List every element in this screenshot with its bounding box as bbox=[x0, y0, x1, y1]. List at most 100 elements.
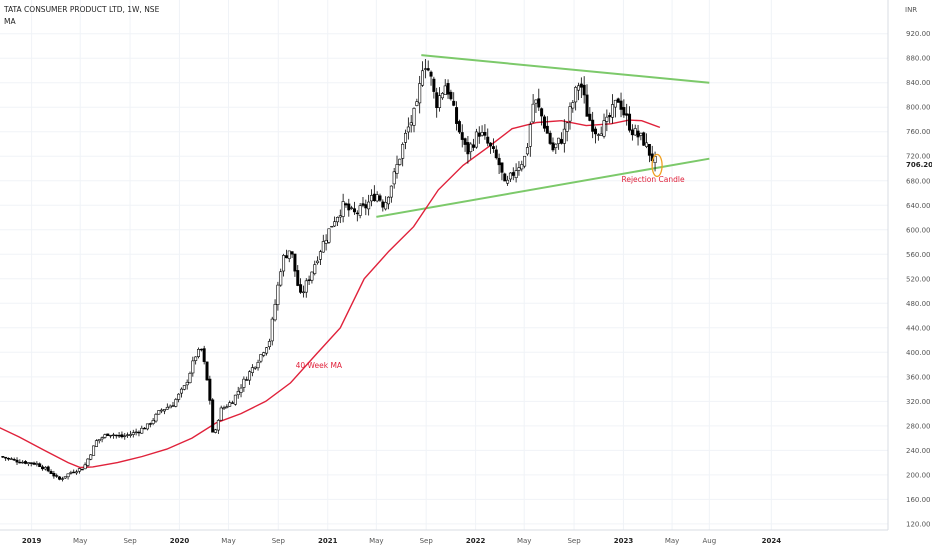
candle-body bbox=[457, 121, 461, 133]
time-tick-label: 2021 bbox=[318, 537, 338, 545]
candle-body bbox=[358, 205, 362, 216]
candle-body bbox=[616, 98, 620, 103]
indicator-label[interactable]: MA bbox=[4, 17, 16, 26]
candle-body bbox=[60, 478, 64, 480]
candle-body bbox=[216, 420, 220, 431]
candle-body bbox=[622, 107, 626, 116]
candle-body bbox=[565, 122, 569, 132]
candle-body bbox=[21, 461, 25, 464]
candle-body bbox=[250, 367, 254, 373]
candle-body bbox=[276, 284, 280, 305]
candle-body bbox=[494, 149, 498, 159]
rejection-candle-circle bbox=[651, 153, 663, 178]
candle-body bbox=[239, 387, 243, 393]
candle-body bbox=[628, 113, 632, 131]
candle-body bbox=[265, 347, 269, 354]
candle-body bbox=[588, 113, 592, 121]
candle-body bbox=[511, 172, 515, 176]
price-axis-unit: INR bbox=[905, 6, 917, 14]
candle-body bbox=[574, 87, 578, 103]
candle-body bbox=[18, 461, 22, 464]
price-tick-label: 720.00 bbox=[906, 153, 931, 161]
candle-body bbox=[225, 406, 229, 408]
candle-body bbox=[301, 291, 305, 294]
candle-body bbox=[151, 420, 155, 424]
price-tick-label: 400.00 bbox=[906, 349, 931, 357]
candle-body bbox=[205, 361, 209, 381]
candle-body bbox=[211, 399, 215, 433]
candle-body bbox=[313, 264, 317, 274]
candle-body bbox=[327, 228, 331, 243]
candle-body bbox=[77, 468, 81, 472]
candle-body bbox=[452, 100, 456, 106]
candle-body bbox=[429, 71, 433, 77]
candle-body bbox=[477, 132, 481, 137]
price-tick-label: 840.00 bbox=[906, 79, 931, 87]
candle-body bbox=[58, 476, 62, 480]
candle-body bbox=[381, 201, 385, 208]
candle-body bbox=[72, 471, 76, 474]
candle-body bbox=[599, 133, 603, 136]
candle-body bbox=[179, 388, 183, 394]
candle-body bbox=[341, 201, 345, 217]
candle-body bbox=[316, 260, 320, 264]
candle-body bbox=[460, 132, 464, 140]
last-price-label: 706.20 bbox=[906, 161, 932, 169]
time-tick-label: Sep bbox=[272, 537, 286, 545]
price-tick-label: 280.00 bbox=[906, 422, 931, 430]
candle-body bbox=[4, 456, 8, 459]
candle-body bbox=[344, 203, 348, 206]
price-axis: INR 920.00 880.00 840.00 800.00 760.00 720.00 6… bbox=[887, 0, 932, 530]
candle-body bbox=[182, 385, 186, 390]
time-tick-label: May bbox=[369, 537, 383, 545]
candle-body bbox=[415, 101, 419, 106]
candle-body bbox=[551, 142, 555, 151]
price-tick-label: 680.00 bbox=[906, 177, 931, 185]
candle-body bbox=[446, 83, 450, 95]
candle-body bbox=[585, 94, 589, 117]
candle-body bbox=[503, 173, 507, 182]
candle-body bbox=[333, 221, 337, 227]
trendline-lower bbox=[376, 157, 710, 218]
candle-body bbox=[645, 142, 649, 147]
time-tick-label: 2024 bbox=[762, 537, 782, 545]
candle-body bbox=[449, 91, 453, 100]
candle-body bbox=[613, 99, 617, 108]
candle-body bbox=[219, 407, 223, 421]
candle-body bbox=[412, 107, 416, 126]
price-tick-label: 360.00 bbox=[906, 373, 931, 381]
candle-body bbox=[338, 215, 342, 218]
candle-body bbox=[43, 467, 47, 470]
candle-body bbox=[540, 108, 544, 117]
candle-body bbox=[472, 144, 476, 148]
candle-body bbox=[97, 439, 101, 442]
candle-body bbox=[24, 461, 28, 464]
candle-body bbox=[639, 132, 643, 136]
candle-body bbox=[350, 207, 354, 209]
candle-body bbox=[576, 85, 580, 91]
annotation-label: Rejection Candle bbox=[621, 175, 684, 184]
candle-body bbox=[188, 372, 192, 384]
candle-body bbox=[185, 382, 189, 386]
candle-body bbox=[534, 99, 538, 104]
candle-body bbox=[324, 239, 328, 244]
annotations-layer: 40 Week MA Rejection Candle bbox=[296, 153, 685, 370]
candle-body bbox=[165, 406, 169, 410]
candle-body bbox=[1, 456, 5, 458]
candle-body bbox=[642, 132, 646, 146]
candle-body bbox=[199, 348, 203, 351]
time-tick-label: Sep bbox=[123, 537, 137, 545]
candle-body bbox=[106, 433, 110, 436]
candle-body bbox=[86, 458, 90, 466]
candle-body bbox=[435, 92, 439, 109]
candle-body bbox=[15, 459, 19, 463]
candle-body bbox=[404, 132, 408, 143]
candle-body bbox=[542, 116, 546, 129]
candle-body bbox=[279, 271, 283, 286]
candle-body bbox=[483, 132, 487, 136]
candle-body bbox=[52, 472, 56, 477]
candle-body bbox=[66, 473, 70, 478]
candle-body bbox=[386, 196, 390, 205]
candle-body bbox=[143, 427, 147, 430]
